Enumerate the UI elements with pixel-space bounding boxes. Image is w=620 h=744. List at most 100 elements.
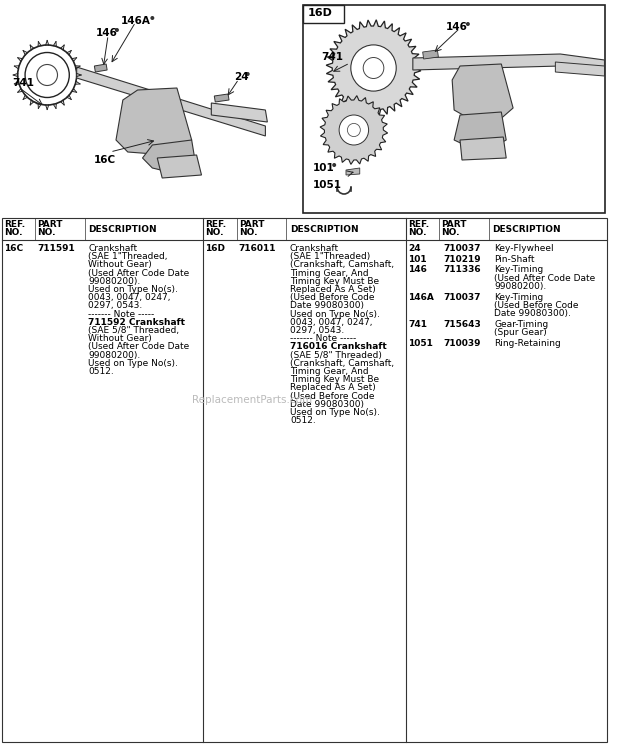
Text: Key-Timing: Key-Timing (494, 292, 544, 301)
Text: 99080200).: 99080200). (494, 282, 547, 291)
Polygon shape (143, 140, 197, 175)
Text: Key-Flywheel: Key-Flywheel (494, 244, 554, 253)
Text: 741: 741 (12, 78, 34, 88)
Text: NO.: NO. (37, 228, 56, 237)
Text: 0043, 0047, 0247,: 0043, 0047, 0247, (290, 318, 373, 327)
Text: 711591: 711591 (37, 244, 75, 253)
Text: 711592 Crankshaft: 711592 Crankshaft (89, 318, 185, 327)
Text: ------- Note -----: ------- Note ----- (290, 334, 356, 343)
Text: 715643: 715643 (443, 320, 481, 329)
Text: Gear-Timing: Gear-Timing (494, 320, 549, 329)
Text: (Used Before Code: (Used Before Code (494, 301, 579, 310)
Text: 0043, 0047, 0247,: 0043, 0047, 0247, (89, 293, 171, 302)
Circle shape (246, 72, 250, 76)
Text: 710219: 710219 (443, 254, 481, 263)
Text: 99080200).: 99080200). (89, 350, 141, 359)
Text: NO.: NO. (408, 228, 427, 237)
Text: 0297, 0543.: 0297, 0543. (290, 326, 344, 335)
Text: (Used Before Code: (Used Before Code (290, 391, 374, 400)
Text: 24: 24 (234, 72, 249, 82)
Circle shape (466, 22, 470, 26)
Text: 16C: 16C (4, 244, 23, 253)
Text: 101: 101 (408, 254, 427, 263)
Text: 146A: 146A (121, 16, 151, 26)
FancyBboxPatch shape (303, 5, 606, 213)
Text: 24: 24 (408, 244, 420, 253)
Polygon shape (116, 88, 192, 155)
Text: REF.: REF. (408, 220, 429, 229)
Text: 146: 146 (95, 28, 117, 38)
Polygon shape (77, 67, 265, 136)
Text: (SAE 1"Threaded): (SAE 1"Threaded) (290, 252, 370, 261)
Text: Timing Gear, And: Timing Gear, And (290, 367, 369, 376)
Polygon shape (452, 64, 513, 120)
Text: (Used After Code Date: (Used After Code Date (494, 274, 596, 283)
Text: 716016 Crankshaft: 716016 Crankshaft (290, 342, 387, 351)
Text: Used on Type No(s).: Used on Type No(s). (89, 285, 179, 294)
Text: REF.: REF. (4, 220, 25, 229)
Text: 710037: 710037 (443, 244, 480, 253)
Text: Key-Timing: Key-Timing (494, 266, 544, 275)
Text: Crankshaft: Crankshaft (89, 244, 138, 253)
Polygon shape (320, 96, 388, 164)
Text: (Crankshaft, Camshaft,: (Crankshaft, Camshaft, (290, 260, 394, 269)
Text: Timing Gear, And: Timing Gear, And (290, 269, 369, 278)
Text: (SAE 1"Threaded,: (SAE 1"Threaded, (89, 252, 168, 261)
Text: Pin-Shaft: Pin-Shaft (494, 254, 535, 263)
Text: DESCRIPTION: DESCRIPTION (89, 225, 157, 234)
Text: PART: PART (441, 220, 467, 229)
Text: 1051: 1051 (408, 339, 433, 347)
Text: (Spur Gear): (Spur Gear) (494, 328, 547, 337)
Text: Without Gear): Without Gear) (89, 260, 153, 269)
Text: 0297, 0543.: 0297, 0543. (89, 301, 143, 310)
Polygon shape (211, 103, 267, 122)
Text: 146: 146 (408, 266, 427, 275)
Polygon shape (215, 94, 229, 102)
Text: (Crankshaft, Camshaft,: (Crankshaft, Camshaft, (290, 359, 394, 368)
Polygon shape (423, 50, 438, 59)
Text: ------- Note -----: ------- Note ----- (89, 310, 155, 318)
FancyBboxPatch shape (303, 5, 344, 23)
Circle shape (151, 16, 154, 20)
Text: REF.: REF. (205, 220, 226, 229)
Text: Used on Type No(s).: Used on Type No(s). (290, 310, 380, 318)
Text: Timing Key Must Be: Timing Key Must Be (290, 277, 379, 286)
Polygon shape (94, 64, 107, 72)
Text: 146: 146 (446, 22, 468, 32)
Text: 16D: 16D (205, 244, 226, 253)
Polygon shape (346, 168, 360, 175)
Text: NO.: NO. (441, 228, 460, 237)
Text: DESCRIPTION: DESCRIPTION (290, 225, 358, 234)
Text: Replaced As A Set): Replaced As A Set) (290, 285, 376, 294)
Circle shape (351, 45, 396, 91)
Text: 741: 741 (321, 52, 343, 62)
Text: Used on Type No(s).: Used on Type No(s). (290, 408, 380, 417)
Text: 16C: 16C (94, 155, 115, 165)
Polygon shape (413, 54, 604, 72)
Text: DESCRIPTION: DESCRIPTION (492, 225, 561, 234)
Text: ReplacementParts.com: ReplacementParts.com (192, 395, 312, 405)
Text: Date 99080300).: Date 99080300). (494, 309, 571, 318)
Text: 741: 741 (408, 320, 427, 329)
Text: Date 99080300): Date 99080300) (290, 400, 364, 408)
Text: 146A: 146A (408, 292, 434, 301)
Text: NO.: NO. (205, 228, 224, 237)
Text: 99080200).: 99080200). (89, 277, 141, 286)
Text: 716011: 716011 (239, 244, 277, 253)
Polygon shape (454, 112, 506, 148)
Text: 1051: 1051 (312, 180, 342, 190)
Circle shape (339, 115, 369, 145)
Text: 710039: 710039 (443, 339, 480, 347)
Text: Ring-Retaining: Ring-Retaining (494, 339, 561, 347)
Text: (Used After Code Date: (Used After Code Date (89, 269, 190, 278)
Text: Used on Type No(s).: Used on Type No(s). (89, 359, 179, 368)
Text: Crankshaft: Crankshaft (290, 244, 339, 253)
Text: Without Gear): Without Gear) (89, 334, 153, 343)
Polygon shape (460, 137, 506, 160)
Text: 101: 101 (312, 163, 334, 173)
Text: 0512.: 0512. (290, 416, 316, 426)
Text: (Used After Code Date: (Used After Code Date (89, 342, 190, 351)
Circle shape (332, 163, 336, 167)
Polygon shape (326, 20, 421, 116)
Text: 0512.: 0512. (89, 367, 114, 376)
